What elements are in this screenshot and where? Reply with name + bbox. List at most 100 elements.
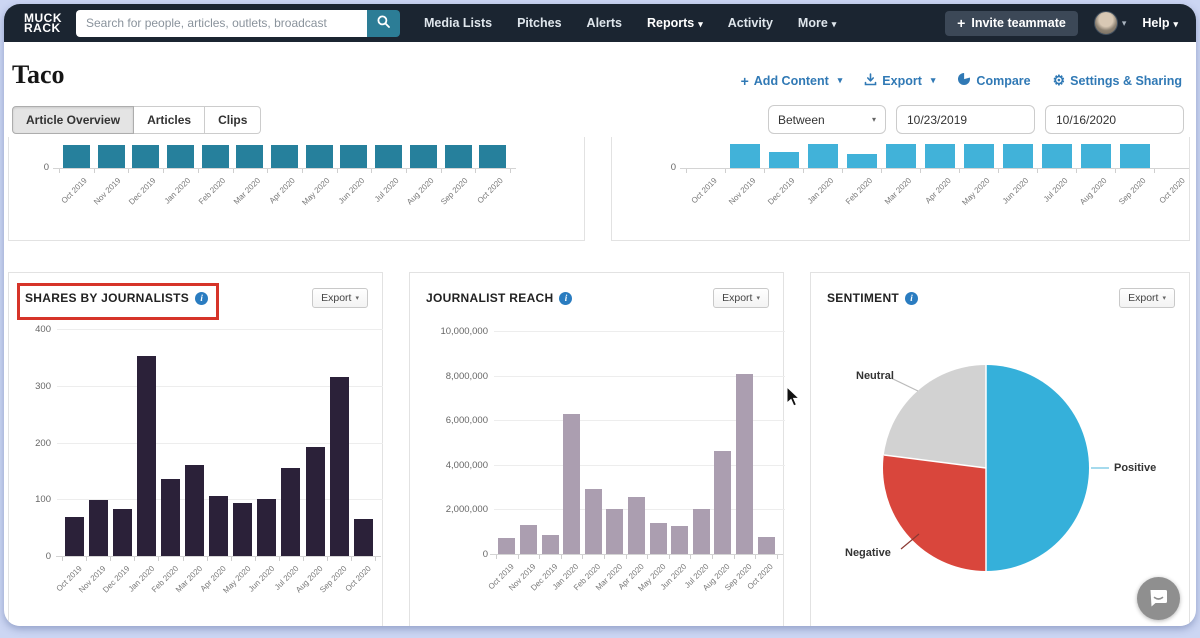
chat-launcher-button[interactable] — [1137, 577, 1180, 620]
bar[interactable] — [714, 451, 732, 554]
bar[interactable] — [329, 377, 349, 556]
bar[interactable] — [132, 145, 160, 168]
bar[interactable] — [885, 144, 916, 168]
start-date-input[interactable] — [896, 105, 1035, 134]
bar[interactable] — [584, 489, 602, 554]
bar[interactable] — [257, 499, 277, 556]
axis-tick — [560, 555, 562, 559]
axis-tick — [510, 169, 512, 173]
nav-item-more[interactable]: More — [798, 16, 836, 30]
bar[interactable] — [757, 537, 775, 554]
tab-clips[interactable]: Clips — [205, 106, 262, 134]
bar[interactable] — [563, 413, 581, 554]
axis-tick — [62, 557, 63, 561]
bar[interactable] — [236, 145, 264, 168]
bar[interactable] — [1119, 144, 1150, 168]
bar[interactable] — [112, 509, 132, 556]
bar[interactable] — [627, 497, 645, 554]
axis-tick — [336, 169, 338, 173]
bar[interactable] — [166, 145, 194, 168]
invite-teammate-button[interactable]: Invite teammate — [945, 10, 1078, 36]
x-axis-label: Jul 2020 — [372, 176, 401, 204]
bar[interactable] — [846, 154, 877, 168]
bar[interactable] — [963, 144, 994, 168]
bar[interactable] — [692, 509, 710, 554]
search-input[interactable] — [76, 9, 367, 37]
bar[interactable] — [97, 145, 125, 168]
gridline — [494, 464, 785, 466]
info-icon[interactable]: i — [559, 291, 573, 305]
bar[interactable] — [340, 145, 368, 168]
ylab: 6,000,000 — [445, 415, 488, 427]
bar[interactable] — [479, 145, 507, 168]
bar[interactable] — [649, 522, 667, 554]
sentiment-export-button[interactable]: Export ▾ — [1119, 288, 1175, 308]
bar[interactable] — [768, 152, 799, 168]
sentiment-pie-chart[interactable] — [883, 365, 1089, 571]
bar[interactable] — [281, 468, 301, 556]
bar[interactable] — [233, 503, 253, 556]
bar[interactable] — [160, 478, 180, 556]
date-range-operator-select[interactable]: Between ▾ — [768, 105, 886, 134]
bar[interactable] — [729, 144, 760, 168]
articles-bar-chart-right: 0 Oct 2019 Nov 2019 Dec 2019 Jan 2020 Feb 202… — [612, 137, 1189, 240]
nav-item-alerts[interactable]: Alerts — [586, 16, 622, 30]
nav-item-pitches[interactable]: Pitches — [517, 16, 562, 30]
compare-button[interactable]: Compare — [957, 72, 1031, 89]
bar[interactable] — [353, 519, 373, 556]
reach-export-button[interactable]: Export ▾ — [713, 288, 769, 308]
bar[interactable] — [185, 465, 205, 556]
export-button[interactable]: Export — [864, 72, 935, 89]
info-icon[interactable]: i — [195, 291, 209, 305]
bar[interactable] — [201, 145, 229, 168]
bar[interactable] — [209, 496, 229, 556]
help-menu[interactable]: Help — [1142, 16, 1178, 30]
bar[interactable] — [305, 145, 333, 168]
search-button[interactable] — [367, 9, 400, 37]
bar[interactable] — [64, 517, 84, 556]
bar[interactable] — [88, 500, 108, 556]
bar[interactable] — [1080, 144, 1111, 168]
bar[interactable] — [375, 145, 403, 168]
bar[interactable] — [136, 356, 156, 556]
shares-export-button[interactable]: Export ▾ — [312, 288, 368, 308]
bar[interactable] — [271, 145, 299, 168]
gridline — [494, 375, 785, 377]
bar[interactable] — [1041, 144, 1072, 168]
nav-item-media-lists[interactable]: Media Lists — [424, 16, 493, 30]
tab-articles[interactable]: Articles — [134, 106, 206, 134]
gridline — [57, 385, 384, 387]
bar[interactable] — [807, 144, 838, 168]
muckrack-logo[interactable]: MUCK RACK — [24, 12, 62, 34]
bar[interactable] — [735, 374, 753, 554]
nav-item-reports[interactable]: Reports — [647, 16, 703, 30]
nav-item-activity[interactable]: Activity — [727, 16, 773, 30]
chevron-down-icon: ▾ — [1162, 295, 1166, 302]
end-date-input[interactable] — [1045, 105, 1184, 134]
bar[interactable] — [519, 525, 537, 554]
bar[interactable] — [305, 447, 325, 556]
axis-tick — [86, 557, 88, 561]
info-icon[interactable]: i — [905, 291, 919, 305]
axis-tick — [375, 557, 377, 561]
user-menu[interactable]: ▾ — [1093, 11, 1126, 35]
settings-sharing-button[interactable]: Settings & Sharing — [1053, 72, 1182, 89]
bar[interactable] — [1002, 144, 1033, 168]
sentiment-panel-title: SENTIMENT — [827, 291, 900, 305]
x-axis-label: Nov 2019 — [92, 176, 124, 207]
add-content-button[interactable]: Add Content — [741, 73, 843, 89]
bar[interactable] — [924, 144, 955, 168]
axis-tick — [842, 169, 843, 173]
bar[interactable] — [498, 538, 516, 554]
axis-tick — [604, 555, 605, 559]
bar[interactable] — [606, 509, 624, 554]
bar[interactable] — [671, 526, 689, 554]
bar[interactable] — [409, 145, 437, 168]
bar[interactable] — [62, 145, 90, 168]
bar[interactable] — [444, 145, 472, 168]
bar[interactable] — [541, 535, 559, 554]
axis-tick — [134, 557, 136, 561]
axis-tick — [725, 169, 726, 173]
gear-icon — [1053, 72, 1066, 89]
tab-article-overview[interactable]: Article Overview — [12, 106, 135, 134]
